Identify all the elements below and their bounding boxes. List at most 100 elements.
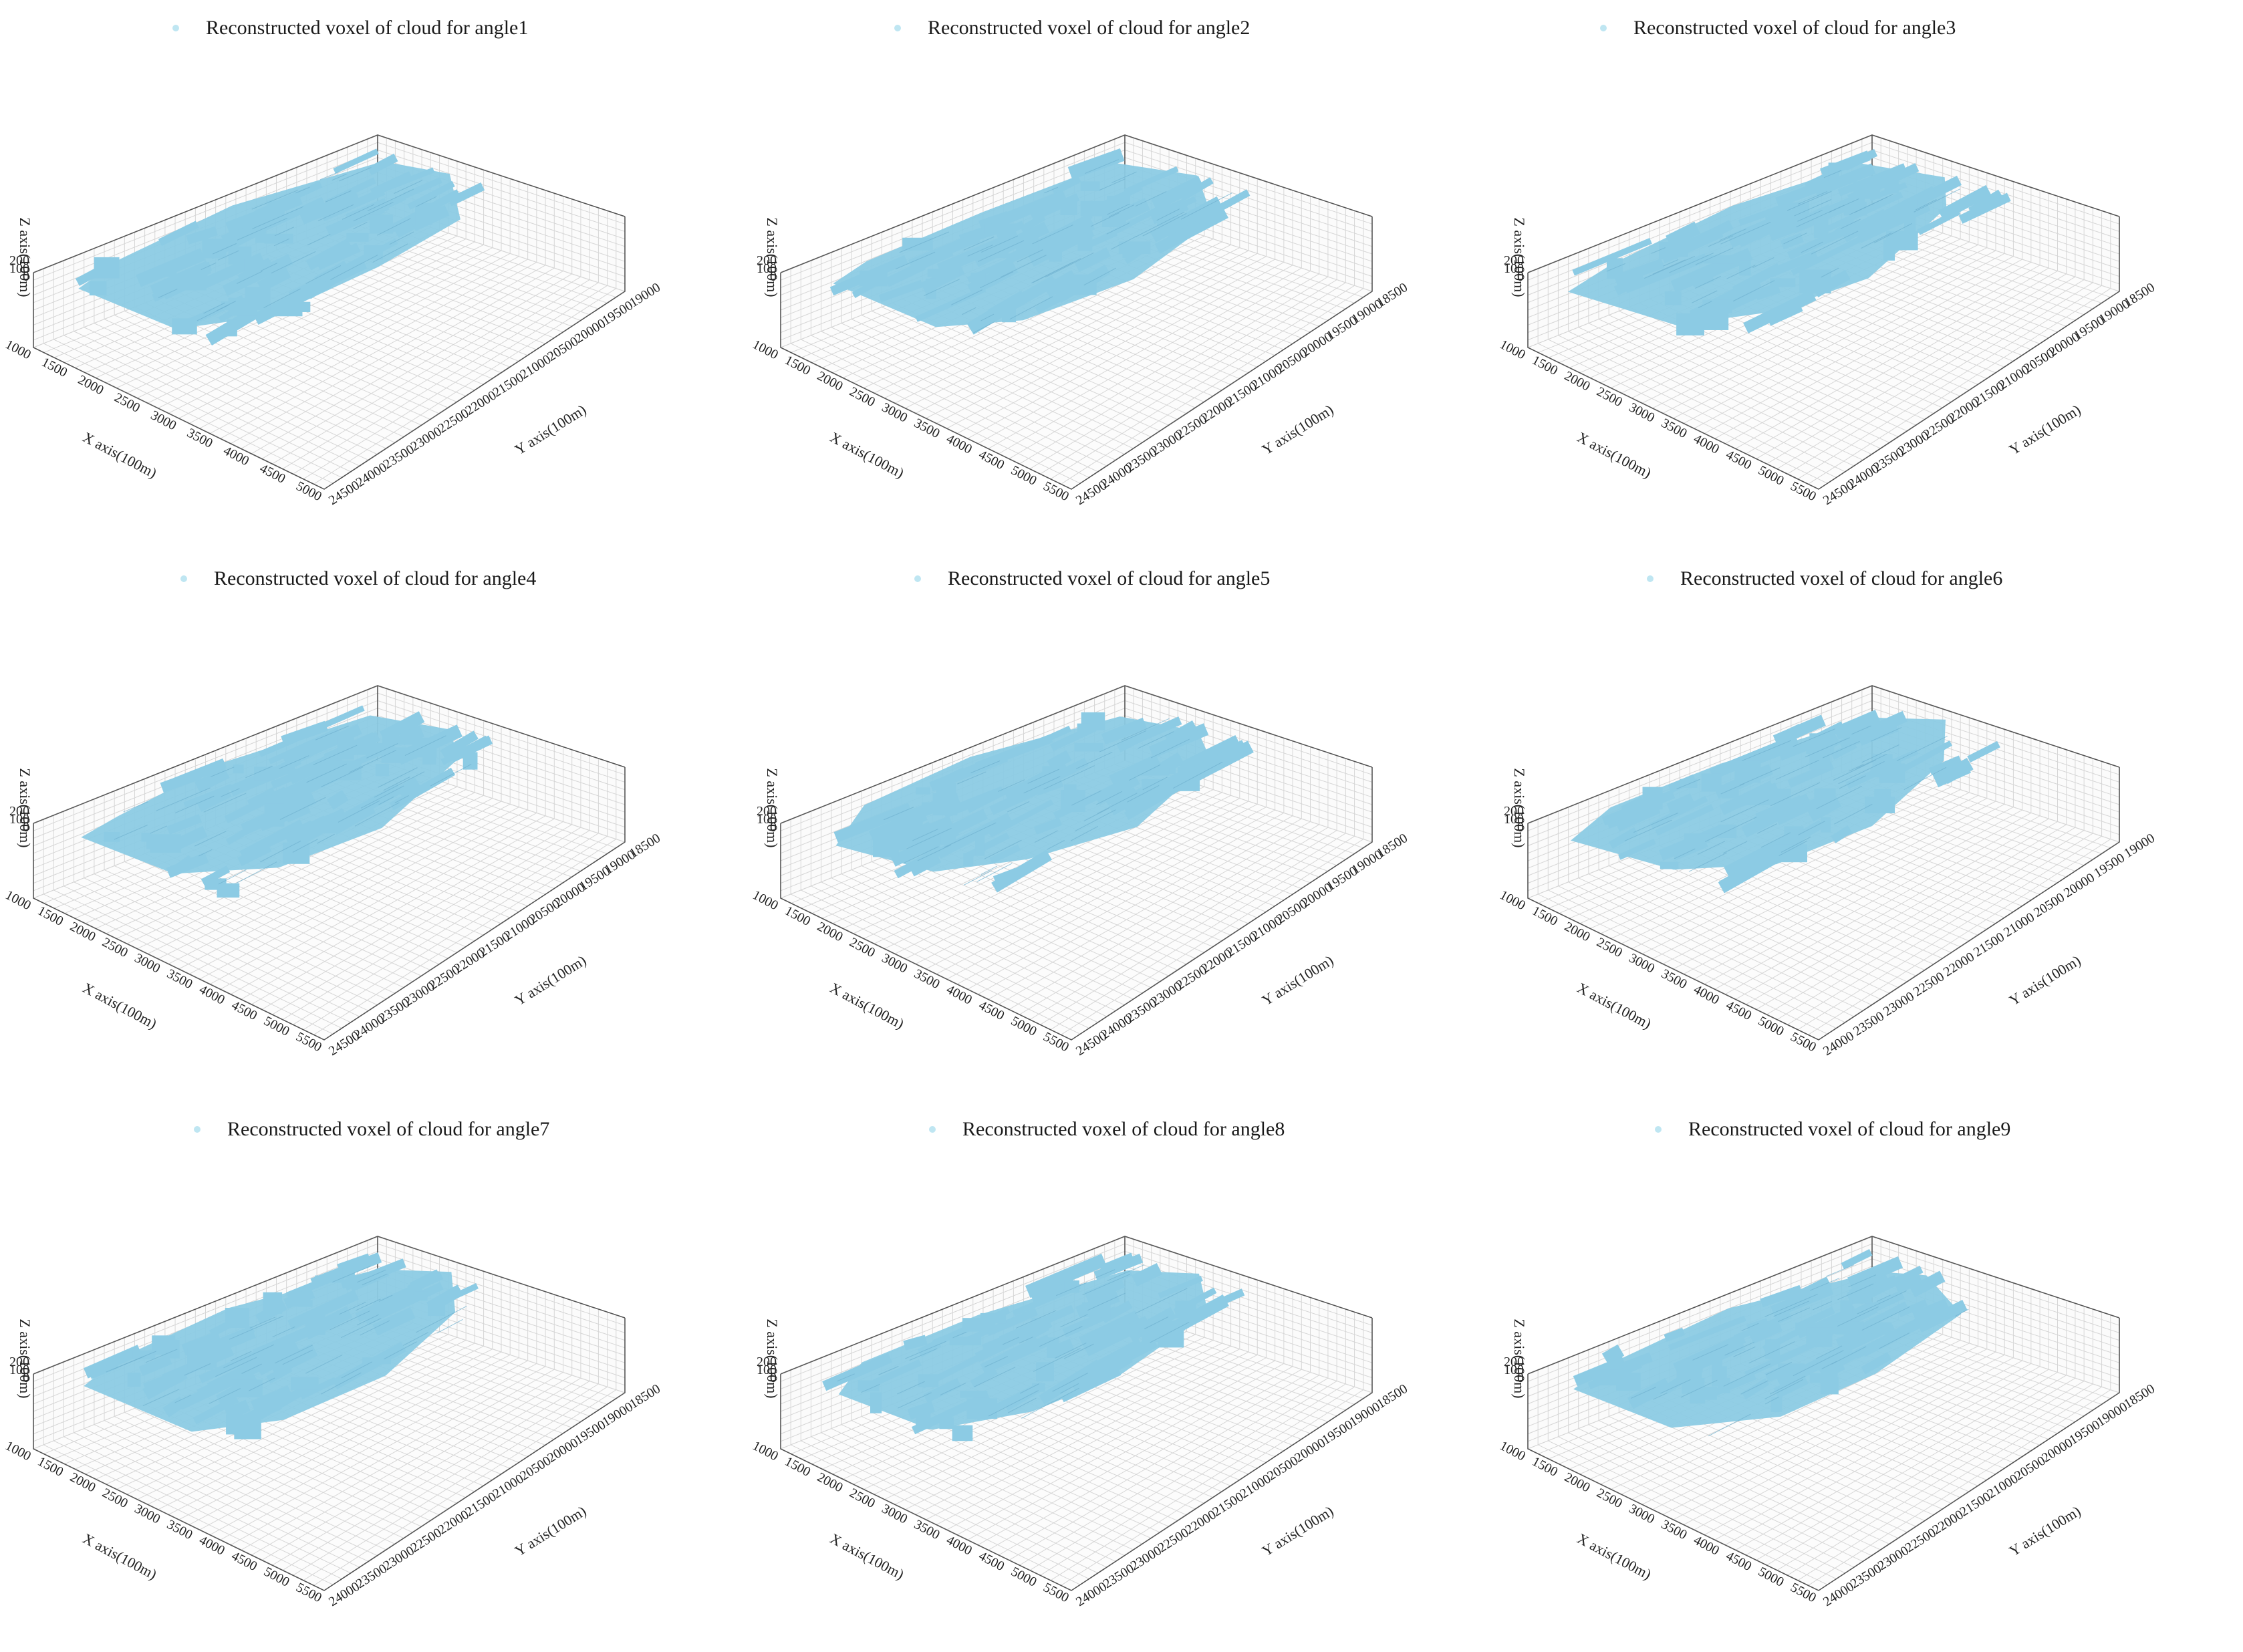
floor-grid-line — [861, 1416, 1143, 1544]
floor-grid-line — [1558, 1436, 1845, 1574]
voxel-block — [231, 1379, 263, 1397]
voxel-texture-line — [909, 1348, 938, 1361]
voxel-streak — [1860, 186, 1937, 232]
voxel-texture-line — [1075, 752, 1113, 769]
voxel-texture-line — [248, 1377, 275, 1391]
voxel-texture-line — [1653, 1393, 1668, 1400]
voxel-texture-line — [1052, 1373, 1088, 1392]
z-tick-label: 200 — [9, 804, 29, 819]
floor-grid-line — [1548, 339, 1837, 478]
legend: Reconstructed voxel of cloud for angle3 — [1600, 15, 1956, 41]
voxel-texture-line — [1111, 235, 1138, 250]
voxel-texture-line — [1156, 209, 1180, 221]
voxel-block — [1080, 181, 1100, 191]
voxel-block — [1064, 1280, 1079, 1293]
axis-box-edge — [1527, 1318, 2120, 1591]
voxel-texture-line — [1831, 1346, 1867, 1365]
floor-grid-line — [53, 339, 342, 478]
voxel-block — [264, 803, 285, 827]
voxel-streak — [407, 1271, 444, 1294]
voxel-block — [172, 318, 197, 335]
voxel-texture-line — [1739, 767, 1780, 786]
voxel-block — [1607, 258, 1623, 279]
voxel-texture-line — [1055, 1282, 1087, 1296]
floor-grid-line — [1588, 323, 1872, 455]
voxel-texture-line — [1017, 249, 1043, 263]
floor-grid-line — [1588, 873, 1872, 1006]
voxel-block — [315, 1275, 344, 1283]
voxel-texture-line — [360, 1320, 390, 1336]
voxel-streak — [211, 1327, 255, 1352]
voxel-block — [1158, 1331, 1184, 1348]
floor-grid-line — [74, 331, 360, 466]
floor-grid-line — [872, 311, 1152, 438]
legend-label: Reconstructed voxel of cloud for angle7 — [227, 1118, 550, 1140]
voxel-block — [1137, 767, 1170, 776]
voxel-streak — [225, 819, 264, 845]
voxel-texture-line — [106, 1351, 156, 1373]
floor-grid-line — [1629, 857, 1907, 982]
floor-grid-line — [104, 869, 386, 1000]
voxel-streak — [222, 254, 293, 296]
voxel-block — [970, 272, 986, 289]
voxel-block — [1690, 1392, 1706, 1404]
y-axis-title: Y axis(100m) — [1259, 952, 1337, 1008]
voxel-block — [1814, 788, 1836, 805]
voxel-streak — [1655, 804, 1714, 836]
voxel-texture-line — [237, 217, 288, 241]
voxel-texture-line — [275, 1345, 313, 1364]
voxel-texture-line — [1031, 261, 1074, 283]
voxel-texture-line — [174, 795, 215, 813]
floor-grid-line — [841, 323, 1125, 455]
floor-grid-line — [841, 1424, 1125, 1556]
floor-grid-line — [134, 857, 413, 982]
voxel-texture-line — [897, 1381, 925, 1395]
voxel-block — [1175, 1300, 1196, 1319]
voxel-streak — [1847, 1256, 1903, 1289]
x-tick-label: 1000 — [750, 337, 781, 362]
legend-label: Reconstructed voxel of cloud for angle9 — [1688, 1118, 2011, 1140]
voxel-texture-line — [1752, 257, 1774, 269]
voxel-streak — [166, 814, 203, 835]
voxel-texture-line — [1697, 841, 1726, 855]
voxel-streak — [162, 1396, 186, 1417]
voxel-streak — [872, 1359, 922, 1387]
voxel-texture-line — [142, 1389, 180, 1407]
voxel-cloud — [81, 705, 493, 898]
voxel-streak — [903, 1335, 928, 1351]
axis-box-edge — [780, 217, 1373, 490]
voxel-texture-line — [360, 785, 404, 809]
voxel-texture-line — [1708, 1413, 1751, 1437]
voxel-texture-line — [123, 801, 148, 813]
voxel-streak — [192, 1395, 239, 1425]
voxel-texture-line — [1851, 725, 1871, 735]
voxel-block — [859, 271, 888, 287]
voxel-texture-line — [215, 1357, 257, 1377]
z-tick-label: 200 — [1504, 253, 1524, 268]
voxel-texture-line — [1172, 761, 1223, 789]
voxel-block — [1077, 723, 1091, 733]
voxel-texture-line — [1097, 793, 1138, 814]
voxel-texture-line — [307, 233, 331, 246]
voxel-streak — [1857, 721, 1899, 746]
voxel-texture-line — [201, 262, 217, 271]
x-axis-title: X axis(100m) — [80, 1530, 160, 1582]
voxel-block — [264, 233, 293, 244]
floor-grid-line — [1608, 1416, 1890, 1544]
voxel-streak — [1033, 817, 1062, 835]
voxel-block — [414, 1291, 428, 1301]
floor-grid-line — [872, 1412, 1152, 1539]
voxel-texture-line — [1660, 1379, 1691, 1394]
voxel-texture-line — [1000, 255, 1047, 278]
voxel-block — [202, 239, 227, 259]
voxel-streak — [166, 852, 209, 878]
voxel-texture-line — [1764, 1396, 1779, 1405]
voxel-block — [255, 223, 266, 243]
floor-grid-line — [1588, 1424, 1872, 1556]
voxel-texture-line — [218, 869, 247, 885]
voxel-texture-line — [1787, 190, 1832, 211]
voxel-texture-line — [1853, 196, 1888, 213]
z-tick-label: 0 — [1517, 820, 1524, 835]
axis-box-edge — [1527, 767, 2120, 1041]
